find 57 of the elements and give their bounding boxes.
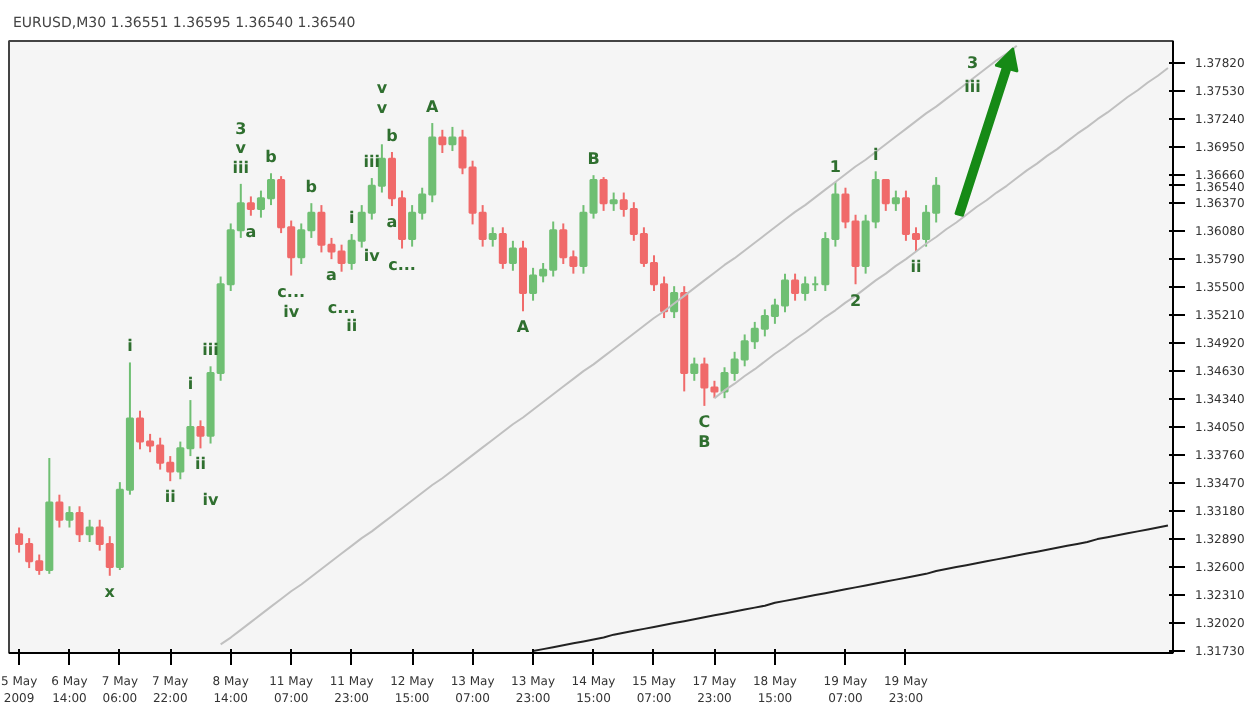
candlestick xyxy=(75,505,84,543)
annotation: a xyxy=(386,213,398,232)
annotation: B xyxy=(698,432,711,451)
annotation: a xyxy=(326,266,337,285)
annotation: iv xyxy=(283,302,301,321)
annotation: x xyxy=(104,582,117,601)
annotation: c... xyxy=(277,282,306,301)
line-series xyxy=(532,524,1169,653)
annotation: v xyxy=(376,99,389,118)
candlestick xyxy=(488,226,497,248)
candlestick xyxy=(65,505,74,529)
annotation: 1 xyxy=(829,157,842,176)
annotation: i xyxy=(127,337,134,356)
candlestick xyxy=(609,191,618,212)
candlestick xyxy=(801,275,810,302)
annotation: C xyxy=(698,412,711,431)
annotation: v xyxy=(235,138,248,157)
annotation: ii xyxy=(346,316,358,335)
candlestick xyxy=(791,272,800,302)
candlestick xyxy=(448,125,457,153)
candlestick xyxy=(246,195,255,217)
candlestick xyxy=(891,189,900,212)
annotation: c... xyxy=(327,298,356,317)
line-series xyxy=(713,67,1169,400)
annotation: i xyxy=(872,146,879,165)
annotation: v xyxy=(376,79,389,98)
annotation: 3 xyxy=(235,119,247,138)
annotation: B xyxy=(587,150,600,169)
candlestick xyxy=(196,419,205,450)
candlestick xyxy=(85,518,94,543)
candlestick xyxy=(508,239,517,272)
annotation: ii xyxy=(195,455,207,474)
candlestick xyxy=(690,356,699,382)
candlestick xyxy=(881,178,890,212)
annotation: i xyxy=(187,375,194,394)
annotation: c... xyxy=(388,255,416,274)
candlestick xyxy=(498,226,507,270)
annotation: 2 xyxy=(849,292,862,311)
annotation: iii xyxy=(232,158,250,177)
line-series xyxy=(219,44,1018,646)
candlestick xyxy=(438,128,447,154)
annotation: iv xyxy=(202,490,221,509)
annotation: A xyxy=(516,318,531,337)
candlestick xyxy=(518,239,527,313)
annotation: i xyxy=(348,209,355,228)
annotation: iv xyxy=(363,246,382,265)
annotation: b xyxy=(265,148,278,167)
candlestick xyxy=(55,493,64,529)
candlestick xyxy=(599,176,608,212)
annotation: ii xyxy=(164,488,177,507)
annotation: A xyxy=(426,98,441,117)
annotation: b xyxy=(386,127,399,146)
annotation: ii xyxy=(910,258,923,277)
annotation: iii xyxy=(964,78,982,97)
annotation: a xyxy=(245,222,257,241)
annotation: 3 xyxy=(967,54,979,73)
annotation: b xyxy=(305,178,318,197)
